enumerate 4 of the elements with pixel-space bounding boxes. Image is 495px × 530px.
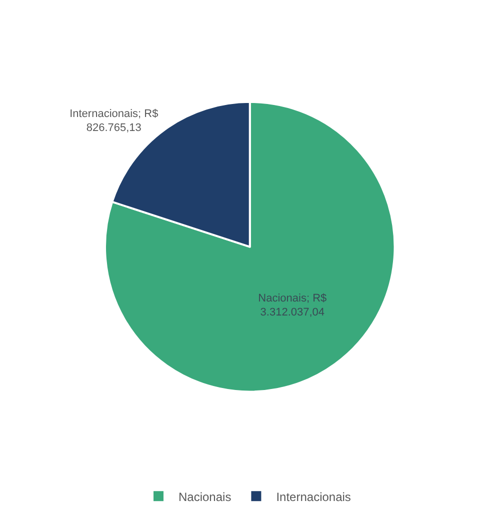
data-label: Nacionais; R$ 3.312.037,04 bbox=[258, 292, 327, 319]
legend-label: Nacionais bbox=[178, 490, 232, 504]
data-label: Internacionais; R$ 826.765,13 bbox=[70, 108, 158, 134]
legend-label: Internacionais bbox=[276, 490, 351, 504]
